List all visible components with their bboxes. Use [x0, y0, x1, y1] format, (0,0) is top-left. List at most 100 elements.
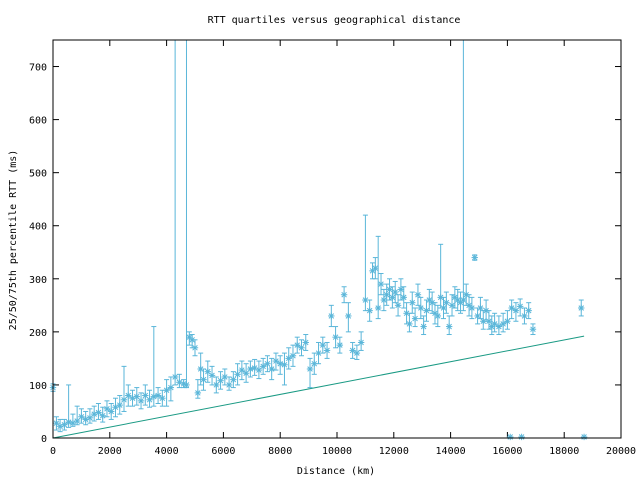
median-point-131-d2 — [578, 305, 584, 311]
median-point-79 — [372, 264, 379, 272]
median-point-75-d2 — [358, 339, 364, 346]
median-point-56-d2 — [277, 360, 283, 367]
median-point-15-d2 — [112, 404, 119, 410]
median-point-29-d2 — [172, 374, 178, 380]
median-point-6 — [73, 417, 81, 425]
y-tick-label-5: 500 — [29, 169, 47, 180]
median-point-7-d2 — [78, 414, 85, 420]
median-point-98-d2 — [426, 297, 433, 303]
median-point-105 — [445, 323, 453, 330]
median-point-23 — [146, 396, 153, 403]
median-point-32 — [183, 381, 190, 389]
median-point-28-d2 — [168, 384, 174, 391]
median-point-14 — [108, 408, 115, 415]
median-point-102-d2 — [437, 294, 444, 301]
median-point-75 — [357, 339, 365, 346]
median-point-47 — [238, 366, 246, 374]
median-point-68-d2 — [328, 313, 335, 319]
median-point-101 — [434, 312, 442, 320]
x-tick-label-5: 10000 — [322, 446, 352, 457]
y-tick-label-6: 600 — [29, 116, 47, 127]
outlier-point-1-d2 — [518, 434, 525, 440]
median-point-46-d2 — [234, 371, 241, 378]
median-point-26 — [159, 395, 166, 402]
median-point-40-d2 — [209, 372, 215, 379]
median-point-110-d2 — [460, 297, 467, 303]
median-point-70 — [336, 341, 344, 349]
median-point-117-d2 — [480, 318, 487, 325]
median-point-130 — [529, 326, 537, 333]
median-point-114-d2 — [471, 254, 478, 261]
median-point-55-d2 — [273, 358, 279, 364]
median-point-92 — [409, 299, 416, 306]
median-point-94-d2 — [415, 291, 421, 298]
median-point-41-d2 — [213, 382, 220, 388]
median-point-116 — [477, 304, 484, 312]
chart-title: RTT quartiles versus geographical distan… — [208, 15, 461, 26]
median-point-44-d2 — [226, 382, 232, 388]
y-axis-label: 25/50/75th percentile RTT (ms) — [8, 150, 19, 331]
median-point-11 — [95, 409, 102, 416]
median-point-70-d2 — [337, 342, 343, 348]
median-point-38-d2 — [200, 376, 207, 383]
median-point-39-d2 — [205, 368, 211, 375]
median-point-22-d2 — [142, 392, 149, 399]
median-point-29 — [171, 373, 179, 381]
outlier-point-2 — [580, 433, 588, 441]
median-point-49 — [247, 365, 254, 373]
x-tick-label-1: 2000 — [98, 446, 122, 457]
median-point-128 — [521, 312, 528, 320]
median-point-54-d2 — [268, 366, 275, 372]
median-point-106 — [448, 302, 456, 309]
plot-area: 0 2000 4000 6000 8000 10000 12000 14000 16000 180… — [29, 40, 636, 457]
median-point-89-d2 — [400, 294, 407, 301]
median-point-12-d2 — [99, 412, 106, 419]
median-point-36 — [194, 389, 202, 397]
median-point-5-d2 — [70, 420, 76, 426]
median-point-35 — [191, 344, 199, 351]
median-point-93-d2 — [412, 315, 418, 322]
median-point-69-d2 — [332, 334, 339, 340]
median-point-58-d2 — [285, 355, 292, 362]
median-point-74 — [353, 349, 361, 357]
median-point-96-d2 — [420, 323, 427, 330]
median-point-121-d2 — [491, 321, 498, 327]
median-point-71 — [340, 291, 348, 298]
median-point-63 — [306, 365, 314, 373]
median-point-111-d2 — [463, 291, 469, 298]
median-point-118-d2 — [483, 307, 489, 314]
median-point-81 — [377, 280, 385, 288]
median-point-1-d2 — [53, 420, 60, 426]
outlier-point-0-d2 — [507, 434, 513, 440]
median-point-86 — [392, 288, 399, 296]
median-point-80-d2 — [375, 305, 381, 311]
median-point-94 — [414, 291, 422, 298]
median-point-112-d2 — [466, 302, 472, 309]
median-point-67 — [323, 347, 331, 354]
median-point-21-d2 — [138, 398, 144, 404]
median-point-74-d2 — [354, 350, 360, 356]
median-point-90-d2 — [403, 310, 410, 317]
median-point-12 — [99, 412, 106, 419]
median-point-3-d2 — [61, 421, 68, 428]
median-point-26-d2 — [159, 395, 166, 401]
median-point-121 — [491, 320, 498, 328]
median-point-86-d2 — [392, 289, 398, 295]
median-point-20 — [133, 393, 140, 400]
reference-line — [52, 335, 585, 439]
median-point-113-d2 — [469, 305, 475, 311]
median-point-125 — [508, 304, 515, 312]
median-point-63-d2 — [307, 366, 313, 372]
median-point-83 — [383, 291, 390, 298]
median-point-126-d2 — [513, 307, 519, 314]
median-point-18-d2 — [125, 392, 132, 399]
median-point-25-d2 — [155, 392, 161, 399]
median-point-61-d2 — [298, 345, 305, 351]
median-point-16-d2 — [116, 402, 123, 408]
x-tick-label-9: 18000 — [549, 446, 579, 457]
median-point-62 — [302, 339, 309, 346]
median-point-59-d2 — [290, 352, 296, 359]
median-point-110 — [460, 296, 467, 304]
median-point-21 — [137, 397, 145, 405]
median-point-38 — [200, 376, 207, 383]
